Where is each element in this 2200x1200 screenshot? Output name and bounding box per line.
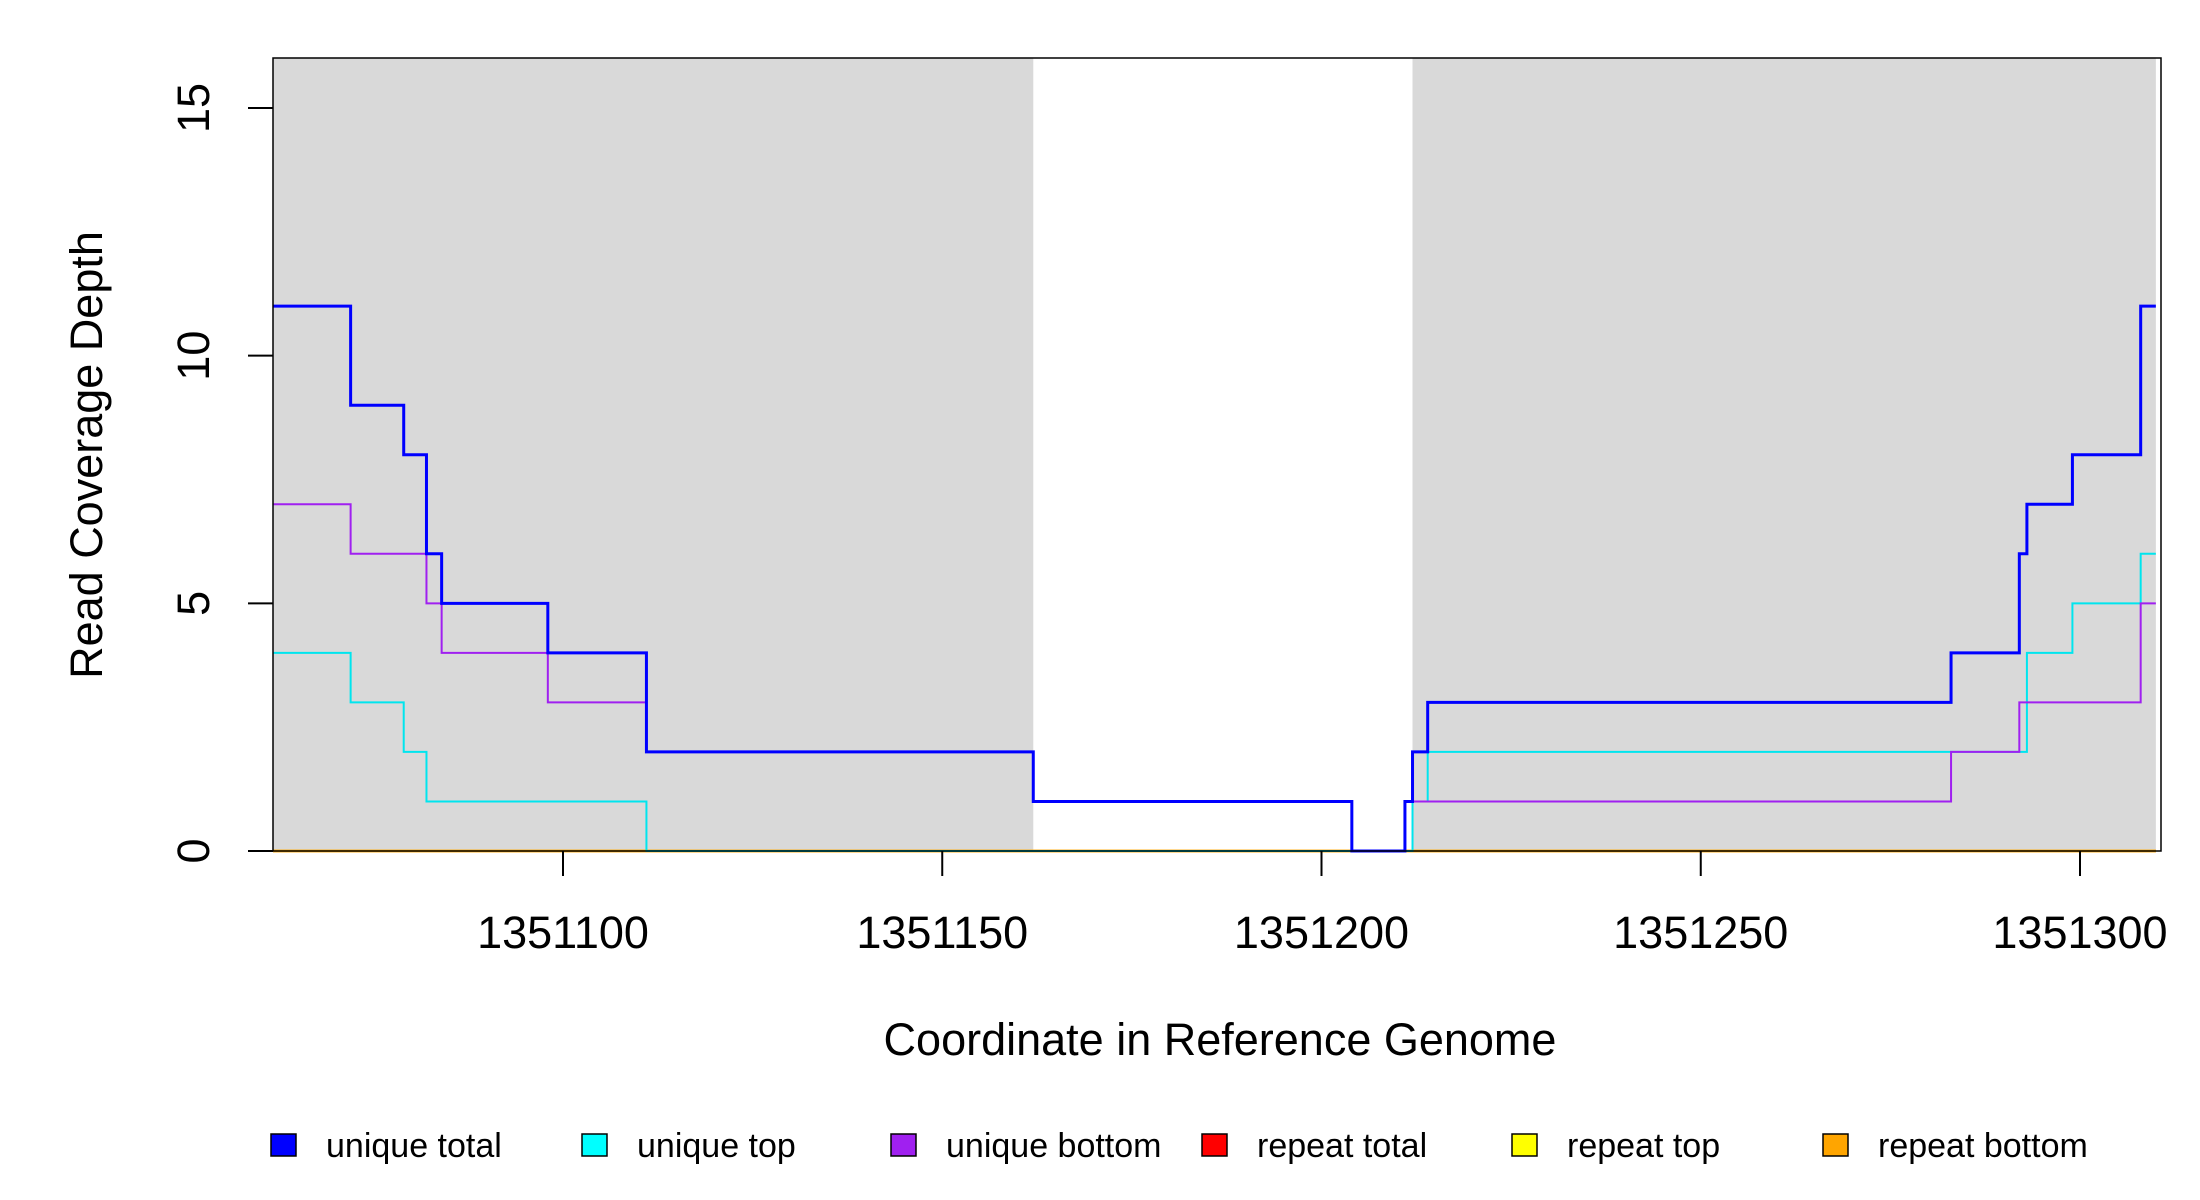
x-tick-label: 1351300	[1992, 907, 2167, 958]
shaded-region	[1412, 58, 2156, 851]
legend-label: repeat bottom	[1878, 1127, 2088, 1165]
legend-label: repeat total	[1257, 1127, 1427, 1165]
legend-item: unique top	[581, 1127, 796, 1165]
x-tick-label: 1351250	[1613, 907, 1788, 958]
legend-item: repeat top	[1511, 1127, 1720, 1165]
axes-layer: 0 5 10 15 1351100 1351150 1351200 1351250 135130…	[168, 57, 2168, 958]
x-axis-title: Coordinate in Reference Genome	[884, 1014, 1557, 1065]
legend-label: repeat top	[1567, 1127, 1720, 1165]
legend-item: unique total	[270, 1127, 502, 1165]
legend-swatch	[270, 1133, 297, 1157]
y-tick-label: 5	[168, 591, 219, 616]
y-axis-title: Read Coverage Depth	[61, 231, 112, 679]
x-tick-label: 1351100	[477, 907, 649, 958]
legend-label: unique top	[637, 1127, 796, 1165]
legend-item: repeat bottom	[1822, 1127, 2088, 1165]
legend-swatch	[1511, 1133, 1538, 1157]
x-tick-label: 1351150	[856, 907, 1028, 958]
legend-item: unique bottom	[890, 1127, 1162, 1165]
x-tick-label: 1351200	[1234, 907, 1409, 958]
legend-swatch	[1822, 1133, 1849, 1157]
y-tick-label: 15	[168, 83, 219, 133]
legend: unique total unique top unique bottom repea…	[270, 1127, 2088, 1165]
legend-label: unique total	[326, 1127, 502, 1165]
legend-swatch	[581, 1133, 608, 1157]
y-tick-label: 10	[168, 331, 219, 381]
legend-swatch	[1201, 1133, 1228, 1157]
legend-swatch	[890, 1133, 917, 1157]
plot-frame	[272, 57, 2162, 852]
y-tick-label: 0	[168, 838, 219, 863]
legend-label: unique bottom	[946, 1127, 1162, 1165]
plot-background	[273, 58, 2161, 851]
legend-item: repeat total	[1201, 1127, 1427, 1165]
shaded-region	[273, 58, 1034, 851]
